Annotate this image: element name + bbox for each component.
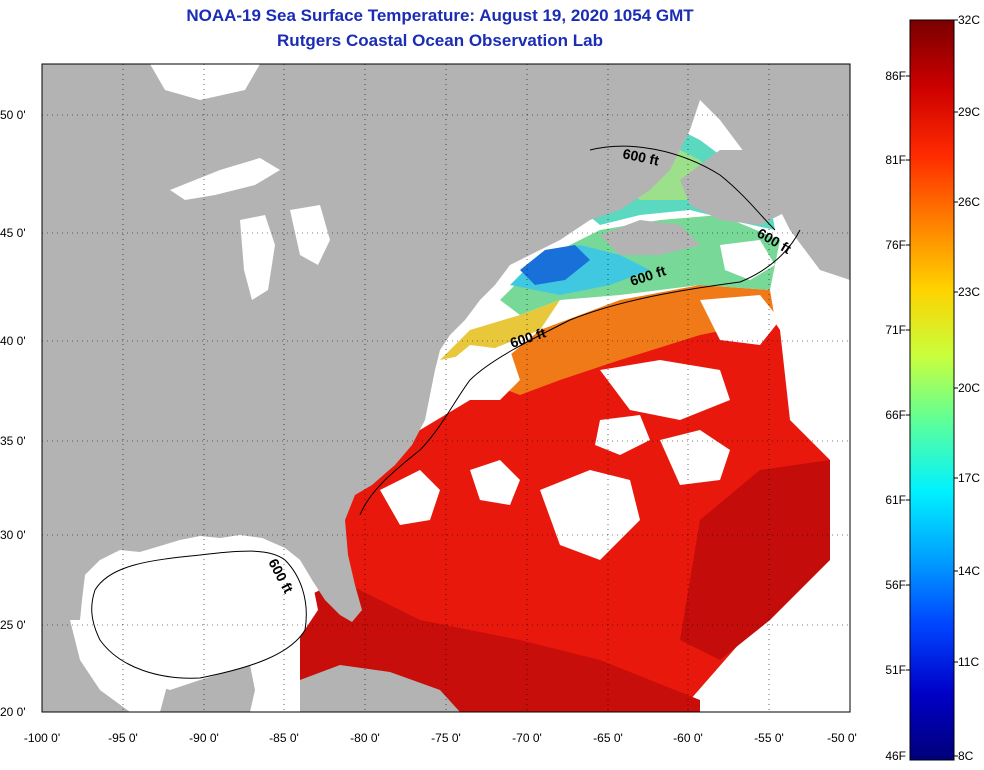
cloud-patch [540, 470, 640, 560]
nova-scotia-land [600, 220, 700, 255]
colorbar-fahrenheit-label: 46F [885, 749, 906, 763]
map-frame [41, 63, 851, 713]
map-layers [42, 64, 850, 712]
cloud-patch [380, 470, 440, 525]
lon-tick-label: -95 0' [108, 731, 138, 745]
latitude-axis: 50 0' 45 0' 40 0' 35 0' 30 0' 25 0' 20 0… [0, 108, 26, 719]
colorbar-ticks [906, 19, 958, 757]
cloud-patch [700, 295, 780, 345]
sst-blue-coast [520, 245, 590, 285]
contour-label: 600 ft [621, 145, 660, 168]
colorbar-celsius-label: 32C [958, 13, 980, 27]
colorbar-celsius-label: 8C [958, 749, 974, 763]
chart-subtitle: Rutgers Coastal Ocean Observation Lab [277, 31, 603, 50]
bathymetry-contours [91, 145, 801, 679]
lake-huron-west [290, 205, 330, 265]
contour-line-stlawrence [589, 145, 776, 231]
lat-tick-label: 45 0' [0, 226, 26, 240]
colorbar-celsius-label: 23C [958, 285, 980, 299]
contour-line-gulf [91, 550, 307, 679]
cloud-mask-layer [380, 240, 780, 560]
lat-tick-label: 35 0' [0, 434, 26, 448]
contour-line-atlantic [359, 229, 801, 516]
hudson-bay-edge [150, 64, 260, 100]
quebec-labrador-land [700, 64, 850, 280]
cloud-patch [470, 460, 520, 505]
colorbar-fahrenheit-label: 71F [885, 323, 906, 337]
colorbar-celsius-label: 14C [958, 564, 980, 578]
lat-tick-label: 20 0' [0, 705, 26, 719]
lon-tick-label: -50 0' [827, 731, 857, 745]
colorbar-fahrenheit-label: 51F [885, 663, 906, 677]
colorbar: 32C 29C 26C 23C 20C 17C 14C 11C 8C 86F 8… [885, 13, 980, 763]
colorbar-fahrenheit-label: 66F [885, 408, 906, 422]
lake-michigan [240, 215, 275, 300]
sst-orange-band [480, 285, 775, 395]
colorbar-celsius-label: 20C [958, 381, 980, 395]
sst-hot-east [680, 460, 830, 660]
lon-tick-label: -55 0' [754, 731, 784, 745]
colorbar-fahrenheit-label: 76F [885, 238, 906, 252]
lon-tick-label: -60 0' [673, 731, 703, 745]
mexico-land [42, 600, 130, 712]
graticule [42, 64, 850, 712]
colorbar-gradient [909, 19, 955, 761]
colorbar-fahrenheit-label: 61F [885, 493, 906, 507]
cloud-patch [720, 240, 775, 280]
lake-superior [170, 158, 280, 200]
lon-tick-label: -100 0' [24, 731, 60, 745]
cloud-patch [600, 360, 730, 420]
colorbar-fahrenheit-label: 56F [885, 578, 906, 592]
colorbar-celsius-label: 26C [958, 195, 980, 209]
lakes-layer [85, 64, 330, 690]
colorbar-fahrenheit-label: 86F [885, 69, 906, 83]
lon-tick-label: -85 0' [269, 731, 299, 745]
lat-tick-label: 30 0' [0, 528, 26, 542]
cuba-land [300, 665, 460, 712]
cloud-patch [595, 415, 650, 455]
lat-tick-label: 50 0' [0, 108, 26, 122]
cloud-patch [440, 345, 520, 400]
lon-tick-label: -65 0' [593, 731, 623, 745]
land-layer [42, 64, 850, 712]
colorbar-celsius-label: 29C [958, 105, 980, 119]
longitude-axis: -100 0' -95 0' -90 0' -85 0' -80 0' -75 … [24, 731, 857, 745]
lat-tick-label: 40 0' [0, 334, 26, 348]
colorbar-celsius-label: 17C [958, 471, 980, 485]
lon-tick-label: -80 0' [350, 731, 380, 745]
colorbar-fahrenheit-label: 81F [885, 153, 906, 167]
cloud-patch [660, 430, 730, 485]
chart-title: NOAA-19 Sea Surface Temperature: August … [186, 6, 694, 25]
colorbar-celsius-label: 11C [958, 655, 979, 669]
north-america-land [42, 64, 760, 622]
lon-tick-label: -75 0' [431, 731, 461, 745]
gulf-of-mexico [85, 538, 318, 690]
lon-tick-label: -70 0' [512, 731, 542, 745]
lat-tick-label: 25 0' [0, 618, 26, 632]
lon-tick-label: -90 0' [189, 731, 219, 745]
